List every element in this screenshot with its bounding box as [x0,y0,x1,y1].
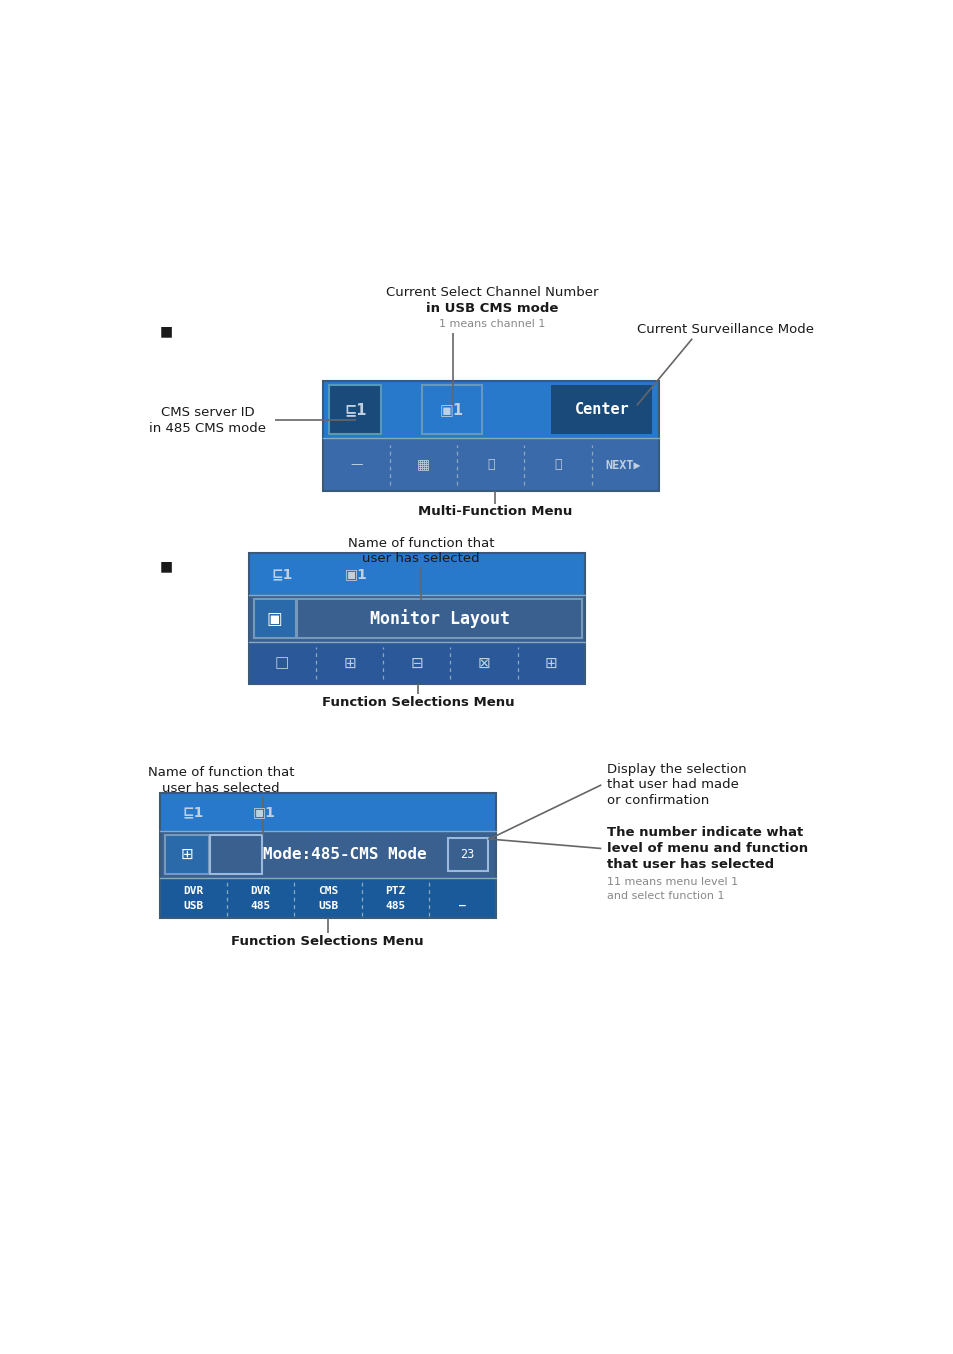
Text: Display the selection: Display the selection [606,762,746,776]
Text: □: □ [274,655,289,670]
Text: —: — [458,902,466,911]
Bar [329,386,381,435]
Text: Function Selections Menu: Function Selections Menu [232,934,424,948]
Text: ▣1: ▣1 [253,806,275,819]
Text: Function Selections Menu: Function Selections Menu [321,696,514,709]
Text: 🖨: 🖨 [487,458,494,471]
Text: 1 means channel 1: 1 means channel 1 [439,320,545,329]
Bar [249,554,584,684]
Text: 485: 485 [385,902,405,911]
Bar [160,877,496,918]
Text: ⊑1: ⊑1 [183,806,204,819]
Bar [160,793,496,831]
Text: 485: 485 [251,902,271,911]
Text: ▣: ▣ [267,609,282,628]
Text: Multi-Function Menu: Multi-Function Menu [417,505,572,519]
Bar [329,386,381,435]
Text: Mode:485-CMS Mode: Mode:485-CMS Mode [263,848,426,862]
Text: DVR: DVR [251,886,271,896]
Text: Monitor Layout: Monitor Layout [369,609,509,628]
Text: Current Surveillance Mode: Current Surveillance Mode [637,322,813,336]
Bar [249,642,584,684]
Text: USB: USB [317,902,338,911]
Text: Center: Center [574,402,628,417]
Text: CMS server ID: CMS server ID [161,406,254,420]
Text: level of menu and function: level of menu and function [606,842,807,854]
Bar [253,598,295,638]
Bar [249,596,584,642]
Bar [322,382,659,439]
Bar [249,554,584,596]
Bar [421,386,482,435]
Text: 23: 23 [460,848,475,861]
Bar [297,598,581,638]
Bar [447,838,487,871]
Text: in USB CMS mode: in USB CMS mode [426,302,558,315]
Bar [421,386,482,435]
Text: user has selected: user has selected [162,781,280,795]
Text: PTZ: PTZ [385,886,405,896]
Text: 11 means menu level 1: 11 means menu level 1 [606,877,738,887]
Text: Name of function that: Name of function that [347,536,494,550]
Text: ▣1: ▣1 [439,402,464,417]
Text: and select function 1: and select function 1 [606,891,724,902]
Text: ▣1: ▣1 [344,567,367,581]
Bar [160,793,496,918]
Bar [322,439,659,492]
Text: ⊠: ⊠ [477,655,490,670]
Text: ⊑1: ⊑1 [272,567,293,581]
Text: Current Select Channel Number: Current Select Channel Number [386,286,598,299]
Text: CMS: CMS [317,886,338,896]
Bar [322,382,659,492]
Text: user has selected: user has selected [362,552,479,565]
Text: ⊟: ⊟ [410,655,423,670]
Text: in 485 CMS mode: in 485 CMS mode [150,422,266,435]
Text: ⊞: ⊞ [544,655,558,670]
Text: ■: ■ [160,325,172,338]
Text: DVR: DVR [183,886,204,896]
Text: Name of function that: Name of function that [148,766,294,779]
Bar [447,838,487,871]
Bar [297,598,581,638]
Text: NEXT▶: NEXT▶ [605,458,640,471]
Bar [253,598,295,638]
Bar [165,835,209,873]
Text: ▦: ▦ [416,458,430,471]
Text: that user has selected: that user has selected [606,857,774,871]
Bar [551,386,652,435]
Text: or confirmation: or confirmation [606,793,709,807]
Bar [210,835,261,873]
Bar [165,835,209,873]
Bar [160,831,496,877]
Text: ⊞: ⊞ [343,655,355,670]
Text: ⊑1: ⊑1 [344,402,366,417]
Text: that user had made: that user had made [606,779,739,791]
Text: The number indicate what: The number indicate what [606,826,802,839]
Text: —: — [350,458,362,471]
Text: ■: ■ [160,559,172,573]
Text: ⊞: ⊞ [180,848,193,862]
Text: 🖥: 🖥 [554,458,561,471]
Text: USB: USB [183,902,204,911]
